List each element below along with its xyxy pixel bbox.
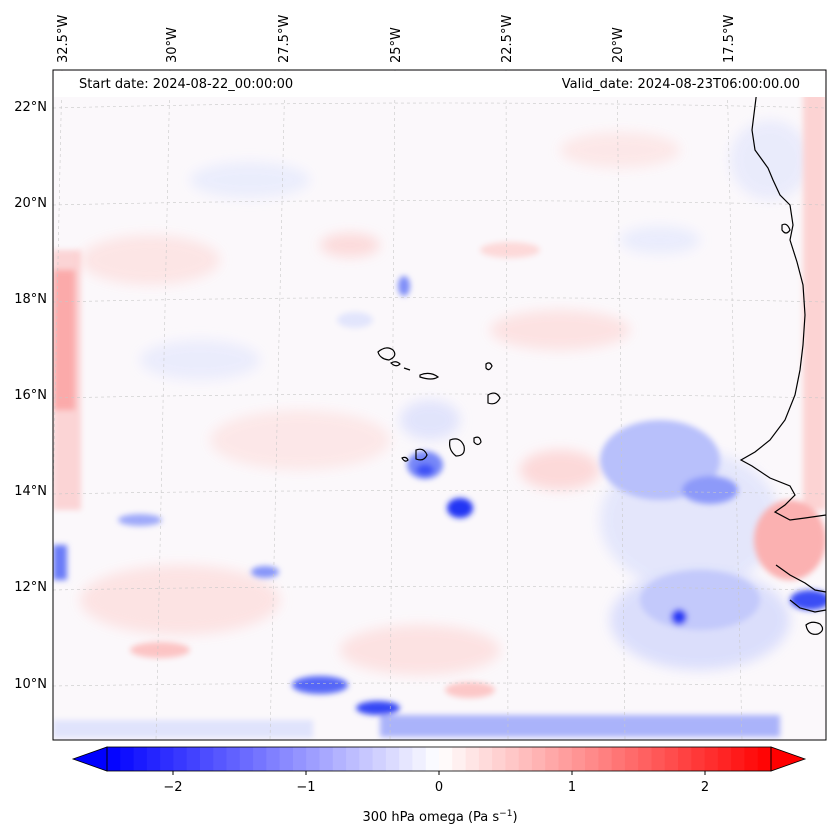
lon-label: 17.5°W [722,15,737,63]
colorbar-segment [239,747,254,771]
lon-label: 20°W [611,27,626,63]
colorbar-tick-label: 2 [701,780,709,795]
colorbar-segment [731,747,746,771]
colorbar-segment [186,747,201,771]
latitude-labels: 22°N 20°N 18°N 16°N 14°N 12°N 10°N [14,100,47,692]
colorbar-segment [319,747,334,771]
colorbar-segment [465,747,480,771]
colorbar-tick-label: 0 [435,780,443,795]
lat-label: 12°N [14,580,47,595]
colorbar-segment [611,747,626,771]
colorbar-segment [146,747,161,771]
colorbar-segment [624,747,639,771]
colorbar-segment [173,747,188,771]
lat-label: 18°N [14,292,47,307]
colorbar-tick-label: 1 [568,780,576,795]
colorbar-segment [638,747,653,771]
colorbar-segment [425,747,440,771]
lon-label: 32.5°W [56,15,71,63]
lat-label: 16°N [14,388,47,403]
colorbar-segments [107,747,772,771]
colorbar-segment [292,747,307,771]
colorbar-segment [757,747,772,771]
colorbar-segment [266,747,281,771]
colorbar-segment [478,747,493,771]
colorbar-segment [133,747,148,771]
lat-label: 22°N [14,100,47,115]
colorbar-label-superscript: −1 [499,809,512,819]
colorbar-segment [744,747,759,771]
lon-label: 25°W [389,27,404,63]
colorbar-segment [651,747,666,771]
colorbar-ticks: −2 −1 0 1 2 [163,771,709,795]
coastlines [377,89,826,635]
lon-label: 27.5°W [277,15,292,63]
colorbar-segment [558,747,573,771]
colorbar-segment [385,747,400,771]
colorbar-segment [505,747,520,771]
colorbar-segment [160,747,174,771]
plot-frame [52,69,827,741]
colorbar-segment [372,747,387,771]
omega-field [53,70,826,740]
colorbar-segment [598,747,613,771]
colorbar-segment [531,747,546,771]
colorbar-segment [346,747,360,771]
lon-label: 22.5°W [500,15,515,63]
colorbar-segment [226,747,241,771]
colorbar-segment [691,747,706,771]
colorbar-tick-label: −1 [296,780,315,795]
colorbar-segment [439,747,453,771]
colorbar-segment [213,747,228,771]
colorbar-segment [518,747,533,771]
lat-label: 14°N [14,484,47,499]
colorbar-segment [412,747,427,771]
colorbar-extend-high [770,746,807,772]
colorbar-segment [107,747,121,771]
colorbar-segment [253,747,267,771]
colorbar-segment [452,747,467,771]
lat-label: 10°N [14,677,47,692]
lon-label: 30°W [165,27,180,63]
colorbar: −2 −1 0 1 2 300 hPa omega (Pa s−1) [71,746,807,825]
colorbar-segment [332,747,347,771]
valid-date-label: Valid_date: 2024-08-23T06:00:00.00 [561,77,800,92]
colorbar-segment [306,747,321,771]
colorbar-segment [399,747,414,771]
colorbar-segment [664,747,679,771]
colorbar-segment [585,747,599,771]
colorbar-label: 300 hPa omega (Pa s−1) [362,809,517,825]
colorbar-segment [704,747,719,771]
colorbar-extend-low [71,746,108,772]
colorbar-segment [120,747,135,771]
colorbar-segment [359,747,374,771]
map-gridlines [53,70,826,740]
start-date-label: Start date: 2024-08-22_00:00:00 [79,77,294,92]
colorbar-segment [199,747,214,771]
colorbar-segment [492,747,506,771]
colorbar-segment [279,747,294,771]
colorbar-segment [678,747,692,771]
colorbar-tick-label: −2 [163,780,182,795]
colorbar-segment [717,747,732,771]
lat-label: 20°N [14,196,47,211]
colorbar-segment [545,747,560,771]
longitude-labels: 32.5°W 30°W 27.5°W 25°W 22.5°W 20°W 17.5… [56,15,737,63]
colorbar-segment [571,747,586,771]
